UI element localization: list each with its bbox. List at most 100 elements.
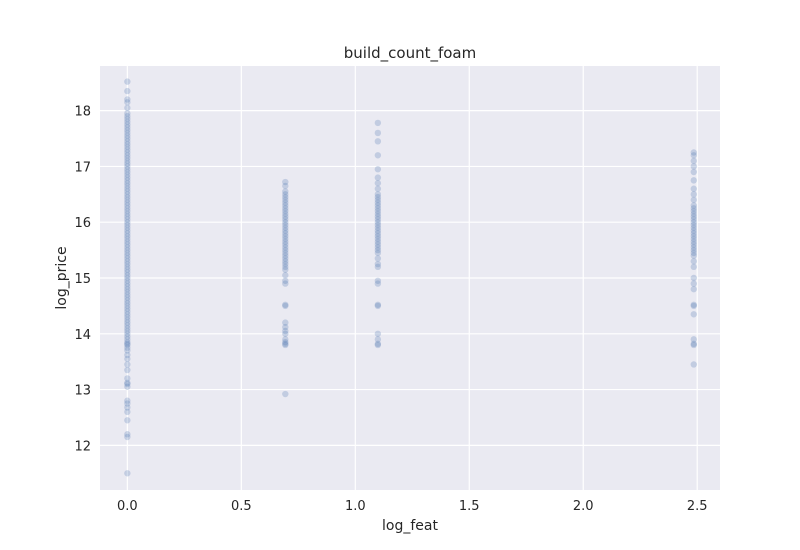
data-point [690,196,697,204]
data-point [690,235,697,243]
data-point [124,146,131,153]
data-point [124,163,131,170]
data-point [282,224,289,231]
data-point [124,431,131,438]
data-point [124,299,131,307]
data-point [124,113,131,120]
data-point [374,152,382,159]
data-point [374,330,382,337]
data-point [124,210,131,218]
x-tick-label: 0.0 [117,499,138,514]
data-point [690,258,697,265]
data-point [374,138,382,145]
data-point [124,347,131,354]
data-point [374,202,382,209]
data-point [690,244,697,251]
data-point [374,263,382,271]
data-point [124,297,131,304]
data-point [282,244,289,251]
data-point [282,301,289,308]
data-point [124,400,131,407]
data-point [374,174,382,181]
data-point [690,232,697,240]
data-point [374,230,382,237]
data-point [374,205,382,212]
data-point [282,260,289,268]
data-point [282,232,289,240]
data-point [282,336,289,343]
data-point [124,221,131,229]
data-point [124,379,131,387]
data-point [282,272,289,279]
data-point [282,210,289,218]
x-tick-labels: 0.0 0.5 1.0 1.5 2.0 2.5 [117,499,708,514]
data-point [124,177,131,184]
data-points [124,78,697,477]
data-point [124,216,131,223]
chart-title: build_count_foam [344,44,476,63]
data-point [124,160,131,167]
data-point [690,249,697,257]
data-point [282,340,289,348]
data-point [124,366,131,374]
data-point [374,241,382,248]
data-point [282,266,289,273]
data-point [374,213,382,220]
data-point [124,252,131,259]
data-point [124,288,131,296]
data-point [124,124,131,131]
data-point [124,96,131,103]
x-axis-label: log_feat [382,518,438,534]
data-point [124,191,131,198]
data-point [124,246,131,254]
x-tick-label: 1.5 [459,499,480,514]
x-tick-label: 0.5 [231,499,252,514]
data-point [124,291,131,298]
data-point [374,255,382,262]
data-point [374,224,382,231]
y-tick-label: 16 [74,216,91,231]
data-point [124,244,131,251]
data-point [124,330,131,337]
data-point [374,277,382,284]
data-point [282,199,289,206]
data-point [690,311,697,318]
data-point [690,157,697,165]
data-point [124,166,131,173]
data-point [124,196,131,204]
data-point [282,323,289,331]
data-point [690,163,697,170]
data-point [124,294,131,301]
y-tick-label: 13 [74,384,91,399]
data-point [124,182,131,190]
data-point [690,263,697,271]
data-point [282,193,289,201]
data-point [124,193,131,201]
data-point [124,319,131,326]
data-point [124,285,131,293]
data-point [124,302,131,310]
data-point [124,157,131,165]
data-point [374,199,382,206]
data-point [124,87,131,95]
data-point [374,244,382,251]
data-point [690,340,697,348]
data-point [282,205,289,212]
data-point [282,258,289,265]
data-point [124,258,131,265]
data-point [124,154,131,162]
data-point [124,235,131,243]
data-point [124,171,131,178]
data-point [282,249,289,257]
data-point [124,115,131,123]
data-point [124,266,131,273]
data-point [124,351,131,359]
data-point [374,232,382,240]
y-axis-label: log_price [54,246,70,309]
data-point [282,227,289,234]
data-point [124,126,131,134]
data-point [282,280,289,287]
x-tick-label: 2.0 [573,499,594,514]
data-point [124,138,131,145]
